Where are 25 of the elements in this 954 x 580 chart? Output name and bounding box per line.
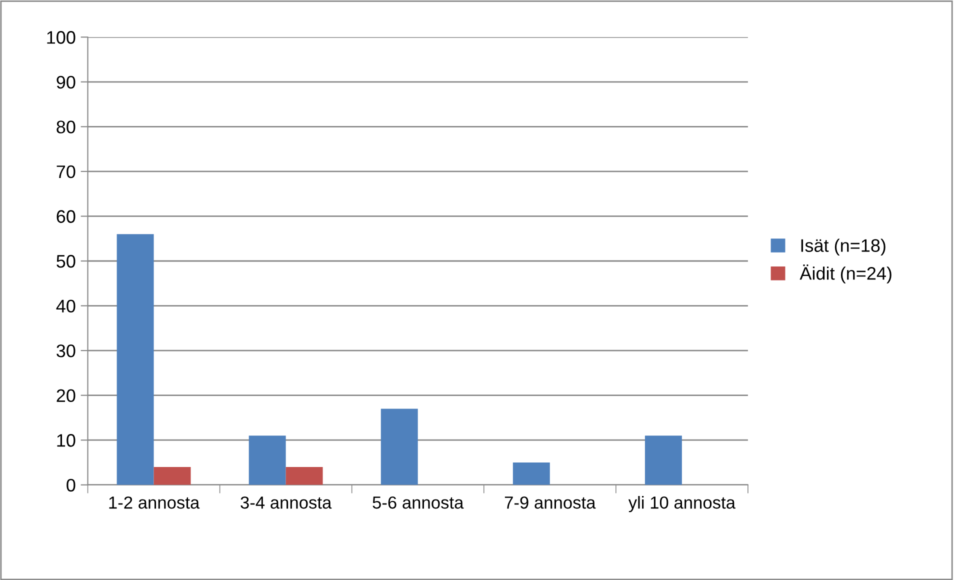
- legend-label: Isät (n=18): [801, 238, 886, 256]
- bar: [154, 466, 191, 485]
- bar: [286, 466, 323, 485]
- y-tick-label: 60: [56, 210, 76, 223]
- y-tick-label: 0: [66, 478, 76, 492]
- y-tick-label: 70: [56, 165, 76, 178]
- x-tick-label: 1-2 annosta: [109, 496, 200, 509]
- y-tick-label: 20: [56, 389, 76, 402]
- bar: [380, 408, 418, 485]
- y-tick-label: 10: [57, 434, 76, 447]
- legend-label: Äidit (n=24): [800, 264, 892, 284]
- y-tick-label: 40: [56, 300, 76, 312]
- y-tick-label: 30: [56, 344, 76, 358]
- bar: [512, 462, 550, 485]
- y-tick-label: 80: [56, 120, 76, 134]
- bar: [116, 234, 154, 485]
- x-tick-label: 7-9 annosta: [504, 496, 596, 509]
- y-tick-label: 50: [56, 254, 76, 268]
- x-tick-label: 5-6 annosta: [372, 496, 464, 509]
- y-tick-label: 100: [47, 31, 76, 44]
- y-tick-label: 90: [56, 76, 76, 89]
- bar: [248, 436, 286, 485]
- x-tick-label: yli 10 annosta: [628, 496, 736, 512]
- bar: [644, 436, 682, 485]
- x-tick-label: 3-4 annosta: [240, 496, 332, 509]
